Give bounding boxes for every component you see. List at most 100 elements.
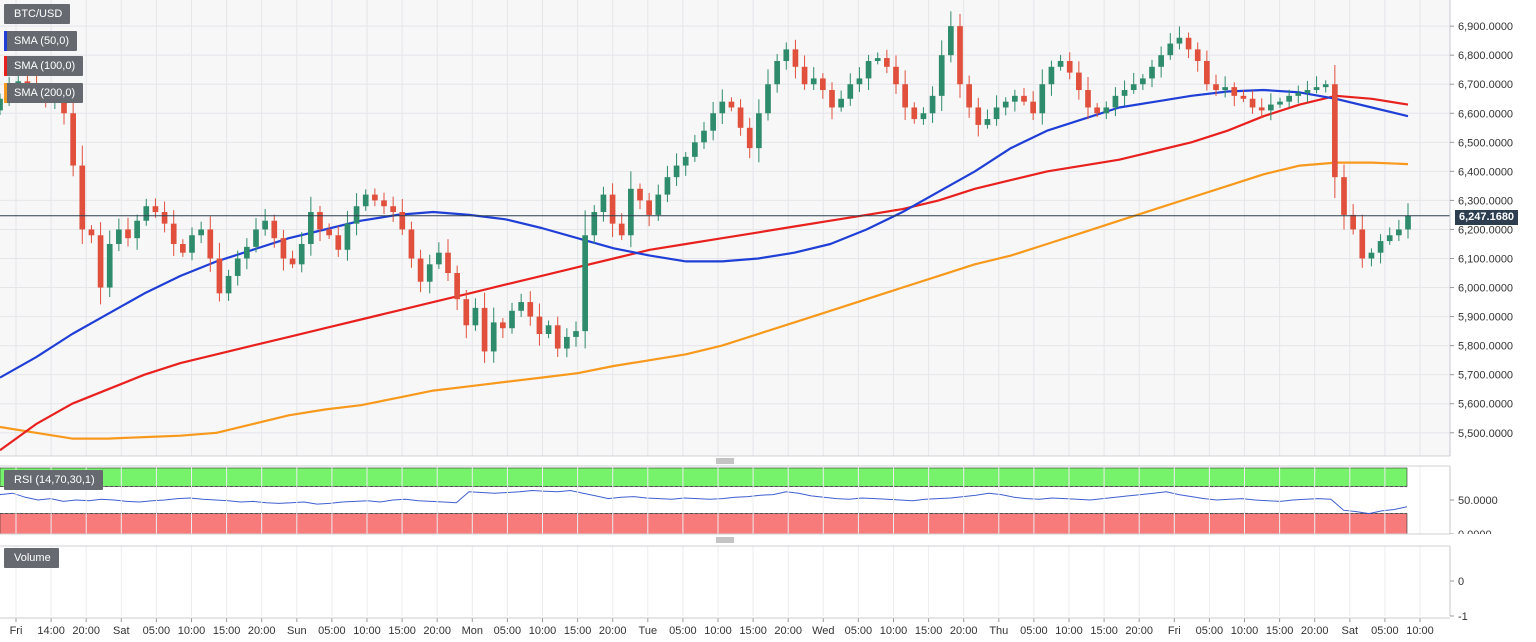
candle-body: [262, 220, 268, 230]
candle-body: [646, 200, 652, 215]
candle-body: [1121, 90, 1128, 96]
symbol-legend[interactable]: BTC/USD: [4, 4, 71, 24]
candle-body: [820, 78, 826, 91]
candle-body: [929, 95, 936, 114]
symbol-label: BTC/USD: [14, 8, 63, 20]
candle-body: [1258, 107, 1265, 111]
x-tick-label: 10:00: [529, 625, 557, 637]
candle-body: [1085, 90, 1091, 108]
candle-body: [1396, 229, 1402, 236]
candle-body: [1048, 66, 1055, 85]
y-tick-label: 6,000.0000: [1458, 283, 1513, 295]
candle-body: [326, 229, 332, 236]
candle-body: [1359, 229, 1366, 259]
candle-body: [426, 264, 433, 282]
y-tick-label: 5,800.0000: [1458, 341, 1513, 353]
x-tick-label: 15:00: [1266, 625, 1294, 637]
candle-body: [1304, 90, 1311, 93]
candle-body: [920, 113, 927, 120]
x-tick-label: 20:00: [248, 625, 276, 637]
x-tick-label: 20:00: [599, 625, 627, 637]
candle-body: [536, 316, 543, 335]
candle-body: [801, 66, 808, 85]
candle-body: [993, 107, 1000, 120]
x-tick-label: 05:00: [1020, 625, 1048, 637]
candle-body: [335, 235, 342, 250]
candle-body: [1167, 43, 1174, 56]
candle-body: [390, 206, 396, 213]
volume-legend[interactable]: Volume: [4, 548, 59, 568]
candle-body: [1194, 49, 1201, 61]
x-tick-label: 10:00: [353, 625, 381, 637]
x-tick-label: 05:00: [494, 625, 522, 637]
candle-body: [618, 223, 625, 236]
rsi-legend[interactable]: RSI (14,70,30,1): [4, 470, 103, 490]
candle-body: [88, 229, 95, 236]
candle-body: [545, 325, 552, 335]
candle-body: [957, 26, 963, 85]
candle-body: [1332, 84, 1338, 178]
candle-body: [564, 336, 570, 349]
candle-body: [518, 302, 524, 311]
candle-body: [180, 243, 186, 253]
candle-body: [372, 194, 378, 201]
y-tick-label: 6,400.0000: [1458, 166, 1513, 178]
candle-body: [280, 238, 287, 259]
current-price-value: 6,247.1680: [1459, 211, 1515, 223]
panel-dividers: [0, 455, 1536, 547]
candle-body: [463, 299, 470, 326]
candle-body: [609, 194, 616, 224]
candle-body: [573, 331, 579, 337]
sma50-path: [0, 88, 1409, 379]
x-tick-label: 10:00: [1055, 625, 1083, 637]
sma50-legend[interactable]: SMA (50,0): [4, 31, 78, 51]
candle-body: [911, 107, 918, 120]
candle-body: [728, 101, 735, 108]
candle-body: [673, 165, 680, 178]
candle-body: [445, 252, 451, 274]
candle-body: [1112, 95, 1119, 108]
y-tick-label: 5,700.0000: [1458, 370, 1513, 382]
sma200-legend[interactable]: SMA (200,0): [4, 83, 84, 103]
panel-splitter: [0, 456, 1536, 466]
candle-body: [637, 188, 643, 201]
x-tick-label: 15:00: [564, 625, 592, 637]
sma100-swatch: [4, 56, 7, 76]
candle-body: [655, 194, 662, 215]
x-tick-label: 05:00: [845, 625, 873, 637]
y-tick-label: 6,800.0000: [1458, 50, 1513, 62]
volume-tick-label: 0: [1458, 576, 1464, 588]
candle-body: [308, 212, 314, 244]
candle-body: [1030, 101, 1036, 114]
candle-body: [289, 258, 296, 265]
panel-splitter: [0, 534, 1536, 546]
candle-body: [719, 101, 726, 114]
x-tick-label: 20:00: [72, 625, 100, 637]
candle-body: [298, 243, 305, 265]
sma200-swatch: [4, 83, 7, 103]
x-tick-label: 05:00: [318, 625, 346, 637]
rsi-oversold-zone: [0, 513, 1408, 535]
x-tick-label: 15:00: [915, 625, 943, 637]
candle-body: [125, 229, 131, 239]
candle-body: [152, 206, 159, 213]
x-tick-label: 20:00: [950, 625, 978, 637]
rsi-overbought-zone: [0, 467, 1408, 487]
candle-body: [509, 310, 515, 329]
time-axis: Fri 14:00 20:00 Sat 05:00 10:00 15:00 20:00 Sun 0…: [0, 466, 1450, 637]
candle-body: [399, 212, 406, 230]
x-tick-label: 10:00: [178, 625, 206, 637]
candle-body: [1021, 95, 1027, 102]
candle-body: [682, 156, 689, 166]
x-tick-label: Fri: [1168, 625, 1181, 637]
candle-body: [1076, 72, 1082, 91]
candle-body: [70, 113, 76, 166]
candle-body: [1350, 214, 1356, 230]
candle-body: [134, 220, 140, 239]
candle-body: [1231, 87, 1238, 96]
candle-body: [1222, 87, 1228, 91]
sma100-legend[interactable]: SMA (100,0): [4, 56, 84, 76]
candle-body: [344, 223, 351, 250]
candle-body: [472, 307, 479, 326]
x-tick-label: 05:00: [1196, 625, 1224, 637]
